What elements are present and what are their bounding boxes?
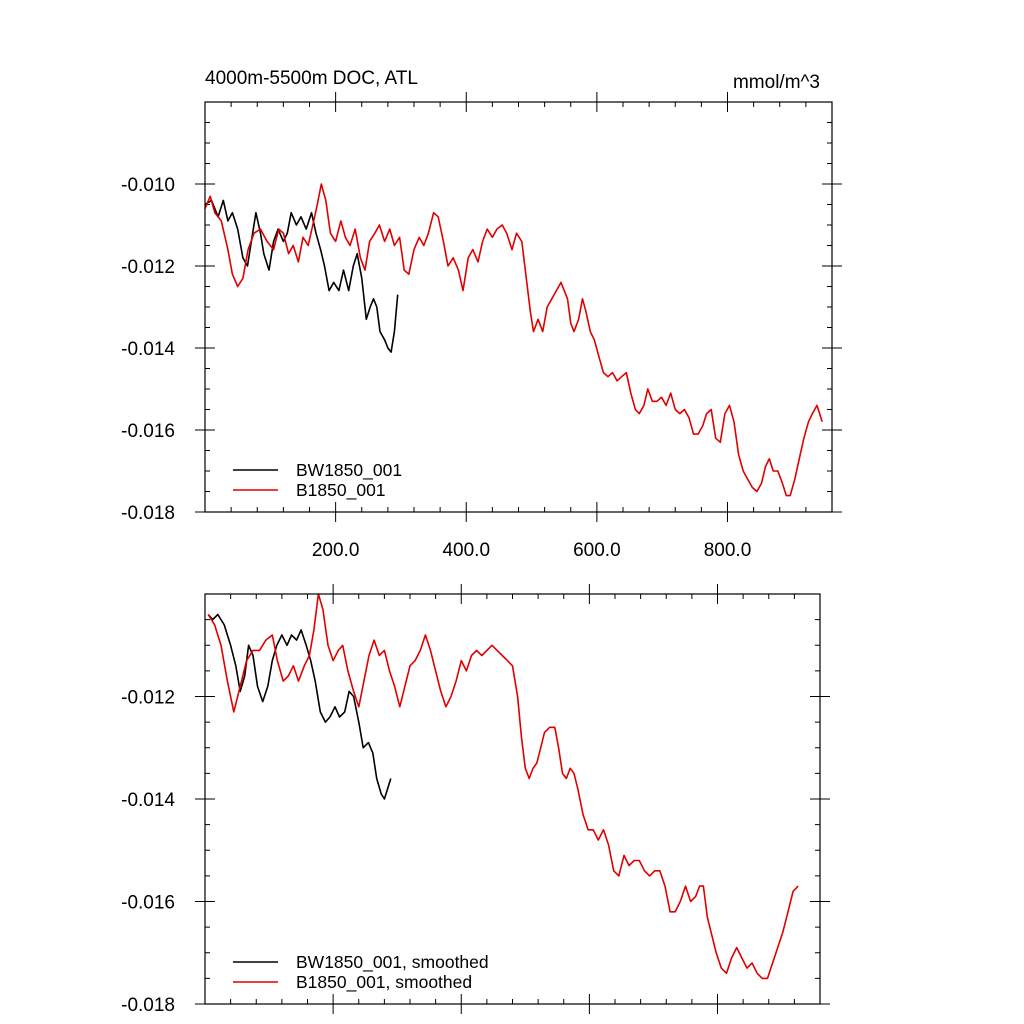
bottom-panel-y-tick-labels: -0.018 -0.016 -0.014 -0.012 <box>121 688 175 1017</box>
units-label: mmol/m^3 <box>733 72 820 93</box>
legend-label: B1850_001, smoothed <box>296 972 472 993</box>
y-tick-label: -0.018 <box>121 995 175 1016</box>
x-tick-label: 800.0 <box>704 540 752 561</box>
y-tick-label: -0.018 <box>121 503 175 524</box>
y-tick-label: -0.016 <box>121 421 175 442</box>
series-line <box>207 593 799 980</box>
top-panel-x-tick-labels: 200.0 400.0 600.0 800.0 <box>312 540 751 561</box>
top-panel-series <box>204 183 823 497</box>
bottom-panel: -0.018 -0.016 -0.014 -0.012 BW1850_001, smo… <box>121 584 830 1016</box>
x-tick-label: 200.0 <box>312 540 360 561</box>
y-tick-label: -0.012 <box>121 688 175 709</box>
y-tick-label: -0.010 <box>121 175 175 196</box>
y-tick-label: -0.012 <box>121 257 175 278</box>
series-line <box>204 183 823 497</box>
y-tick-label: -0.014 <box>121 339 175 360</box>
x-tick-label: 400.0 <box>442 540 490 561</box>
bottom-panel-series <box>207 593 799 980</box>
bottom-panel-ticks <box>195 584 830 1014</box>
top-panel-frame <box>204 101 833 513</box>
chart-title: 4000m-5500m DOC, ATL <box>205 68 418 89</box>
x-tick-label: 600.0 <box>573 540 621 561</box>
top-panel: 4000m-5500m DOC, ATL mmol/m^3 200.0 400.0… <box>121 68 842 561</box>
legend-label: B1850_001 <box>296 480 386 501</box>
y-tick-label: -0.014 <box>121 790 175 811</box>
bottom-panel-frame <box>204 593 821 1005</box>
top-panel-y-tick-labels: -0.018 -0.016 -0.014 -0.012 -0.010 <box>121 175 175 524</box>
legend-label: BW1850_001, smoothed <box>296 952 489 973</box>
legend-label: BW1850_001 <box>296 460 402 481</box>
series-line <box>207 613 392 800</box>
top-panel-ticks <box>195 92 842 522</box>
y-tick-label: -0.016 <box>121 893 175 914</box>
series-line <box>204 199 399 353</box>
